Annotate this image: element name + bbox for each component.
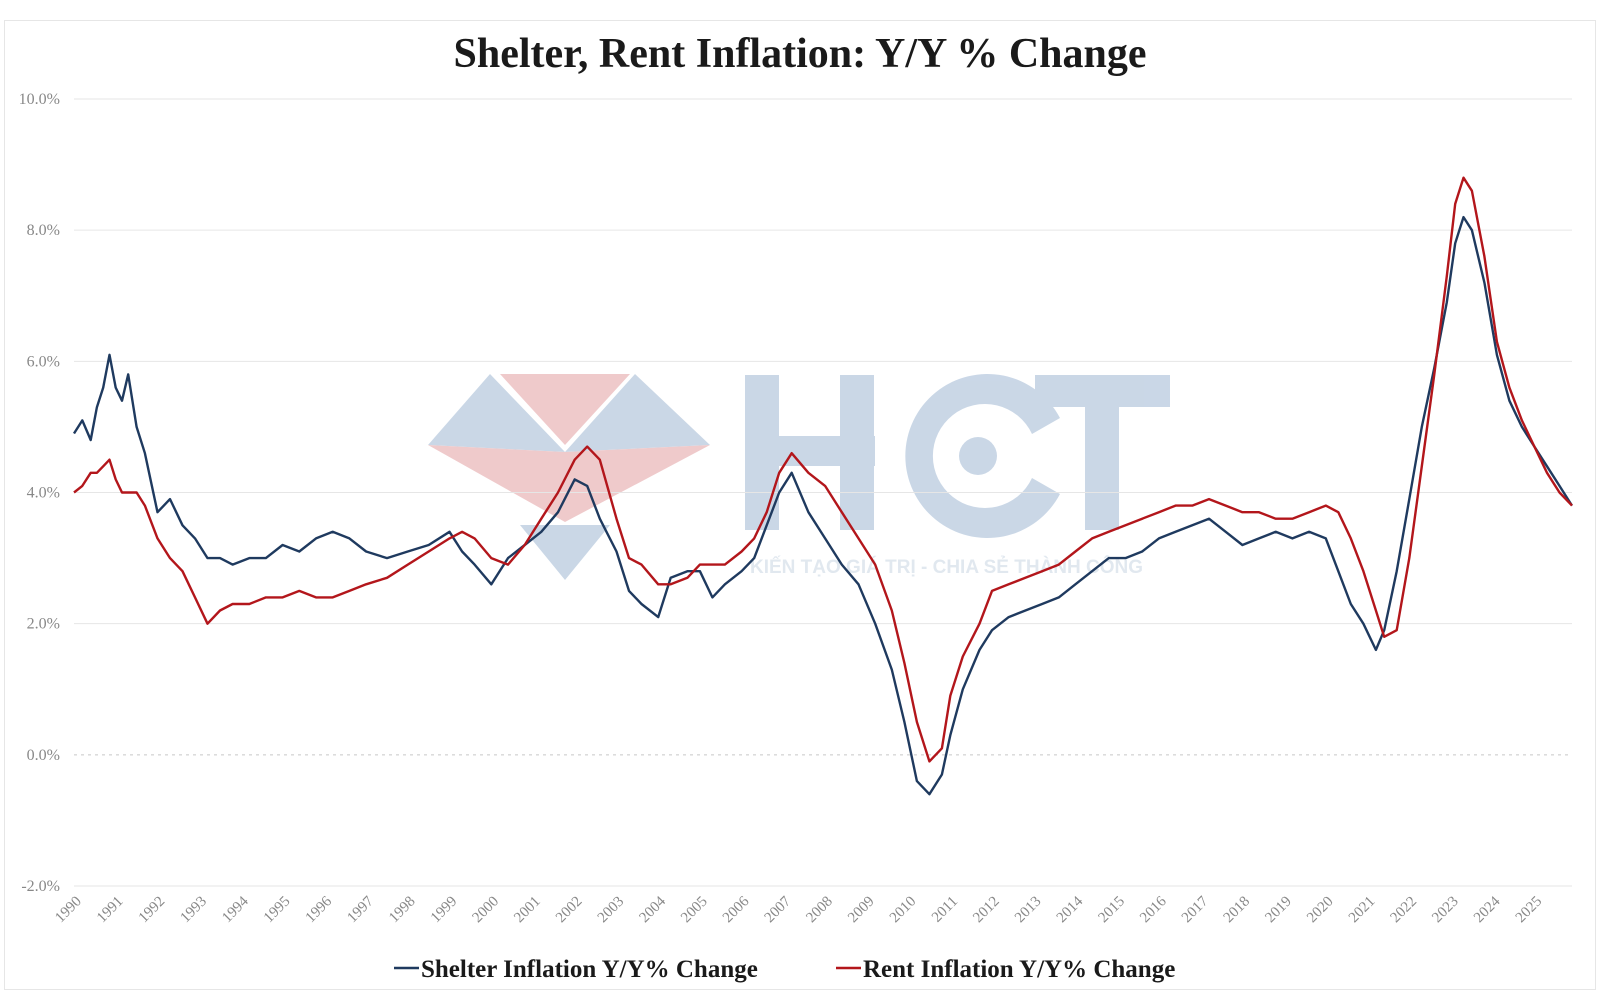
wm-shape-left [428,374,565,452]
x-tick-label: 1990 [52,894,85,927]
legend-label-rent: Rent Inflation Y/Y% Change [863,956,1175,983]
x-tick-label: 1995 [261,894,294,927]
x-tick-label: 2015 [1095,894,1128,927]
wm-shape-top [500,374,630,445]
x-tick-label: 2019 [1262,894,1295,927]
x-tick-label: 1991 [94,894,127,927]
x-tick-label: 1992 [136,894,169,927]
y-tick-label: 4.0% [27,485,60,502]
x-tick-label: 2007 [762,893,795,926]
x-tick-label: 2003 [595,894,628,927]
x-tick-label: 2024 [1471,893,1504,926]
x-tick-label: 2012 [970,894,1003,927]
x-tick-label: 2011 [929,894,961,926]
wm-shape-bottom-left [428,445,565,522]
x-tick-label: 2002 [553,894,586,927]
x-tick-label: 2000 [470,894,503,927]
x-tick-label: 2010 [887,894,920,927]
x-tick-label: 2014 [1054,893,1087,926]
series-line-shelter [72,215,1574,796]
x-tick-label: 2018 [1221,894,1254,927]
y-tick-label: 8.0% [27,222,60,239]
x-tick-label: 2001 [511,894,544,927]
x-tick-label: 2016 [1137,893,1170,926]
x-tick-label: 2021 [1346,894,1379,927]
x-tick-label: 2009 [845,894,878,927]
watermark-tagline: KIẾN TẠO GIÁ TRỊ - CHIA SẺ THÀNH CÔNG [750,556,1143,578]
x-axis-ticks: 1990 1991 1992 1993 1994 1995 1996 1997 1998 1999… [52,893,1545,926]
series-lines [72,176,1574,796]
x-tick-label: 2022 [1388,894,1421,927]
x-tick-label: 1993 [177,894,210,927]
diamond-logo-icon [428,374,710,580]
grid [74,98,1572,887]
series-line-rent [73,176,1573,763]
legend-label-shelter: Shelter Inflation Y/Y% Change [421,956,758,983]
y-tick-label: 6.0% [27,353,60,370]
wm-shape-tail [520,525,610,580]
x-tick-label: 1999 [428,894,461,927]
x-tick-label: 2025 [1513,894,1546,927]
x-tick-label: 2006 [720,893,753,926]
x-tick-label: 2023 [1429,894,1462,927]
chart-title: Shelter, Rent Inflation: Y/Y % Change [453,31,1146,77]
watermark-logo: KIẾN TẠO GIÁ TRỊ - CHIA SẺ THÀNH CÔNG [428,374,1170,580]
x-tick-label: 2008 [803,894,836,927]
x-tick-label: 1994 [219,893,252,926]
x-tick-label: 1996 [303,893,336,926]
x-tick-label: 2013 [1012,894,1045,927]
wm-shape-bottom-right [565,445,710,522]
x-tick-label: 1997 [344,893,377,926]
y-tick-label: -2.0% [21,878,60,895]
y-tick-label: 0.0% [27,747,60,764]
y-axis-ticks: 10.0% 8.0% 6.0% 4.0% 2.0% 0.0% -2.0% [19,91,60,895]
x-tick-label: 2004 [636,893,669,926]
chart-frame [4,20,1596,990]
y-tick-label: 10.0% [19,91,60,108]
x-tick-label: 2017 [1179,893,1212,926]
y-tick-label: 2.0% [27,616,60,633]
x-tick-label: 2005 [678,894,711,927]
legend: Shelter Inflation Y/Y% Change Rent Infla… [394,956,1175,983]
wm-shape-right [565,374,710,452]
x-tick-label: 1998 [386,894,419,927]
x-tick-label: 2020 [1304,894,1337,927]
wm-letters [745,374,1170,538]
